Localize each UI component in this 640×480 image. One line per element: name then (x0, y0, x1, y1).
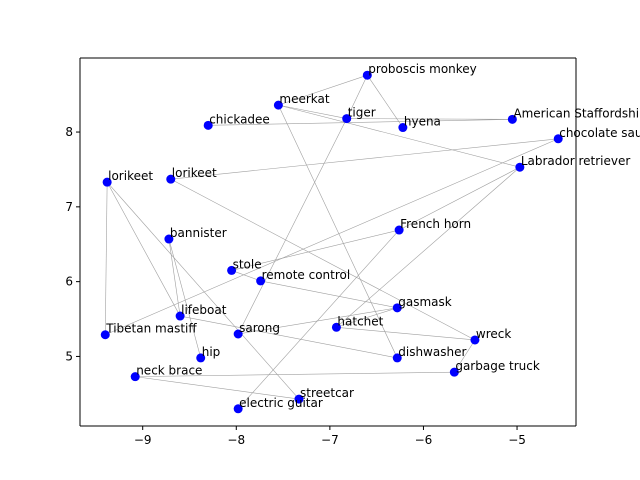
point-label: lifeboat (181, 303, 227, 317)
y-tick-label: 6 (65, 275, 73, 289)
edge-line (105, 138, 559, 336)
edge-line (336, 307, 398, 328)
data-point (507, 114, 517, 124)
data-point (256, 276, 266, 286)
data-point (164, 234, 174, 244)
edge-line (278, 104, 347, 119)
data-point (362, 70, 372, 80)
data-point (331, 322, 341, 332)
data-point (394, 225, 404, 235)
edge-line (168, 238, 181, 317)
edge-line (180, 315, 398, 359)
point-labels-layer: proboscis monkey meerkat tiger chickadee hye… (105, 62, 640, 410)
point-label: stole (233, 257, 262, 271)
point-label: Tibetan mastiff (105, 322, 197, 336)
data-point (203, 120, 213, 130)
edge-line (170, 138, 559, 180)
point-label: gasmask (398, 295, 452, 309)
data-point (102, 177, 112, 187)
edge-line (135, 376, 300, 400)
point-label: remote control (262, 268, 351, 282)
data-point (515, 162, 525, 172)
data-point (449, 367, 459, 377)
edge-line (104, 182, 108, 335)
point-label: lorikeet (172, 166, 217, 180)
data-point (294, 394, 304, 404)
edge-line (260, 280, 398, 309)
data-point (166, 174, 176, 184)
point-label: garbage truck (455, 359, 540, 373)
y-tick-label: 8 (65, 125, 73, 139)
x-tick-label: −8 (227, 433, 245, 447)
point-label: meerkat (279, 92, 329, 106)
edge-line (135, 371, 455, 377)
point-label: chickadee (209, 112, 270, 126)
point-label: electric guitar (239, 396, 323, 410)
point-label: hip (202, 345, 221, 359)
edge-line (278, 74, 368, 106)
edge-line (231, 229, 400, 271)
edge-line (336, 166, 521, 328)
point-label: hatchet (337, 314, 383, 328)
edge-line (398, 166, 520, 231)
y-tick-label: 5 (65, 349, 73, 363)
data-point (196, 353, 206, 363)
edge-line (237, 229, 400, 409)
data-point (342, 114, 352, 124)
edge-line (238, 307, 398, 335)
data-point (175, 311, 185, 321)
point-label: wreck (476, 327, 511, 341)
data-point (233, 329, 243, 339)
data-point (227, 265, 237, 275)
axes-layer (79, 57, 577, 427)
edge-line (106, 181, 300, 400)
data-point (553, 134, 563, 144)
edge-line (346, 75, 368, 119)
data-point (392, 303, 402, 313)
edge-line (346, 118, 513, 120)
point-label: dishwasher (398, 345, 466, 359)
edge-line (336, 326, 475, 341)
point-label: sarong (239, 321, 280, 335)
point-label: neck brace (136, 364, 202, 378)
x-tick-label: −6 (415, 433, 433, 447)
edge-line (237, 118, 347, 335)
data-point (398, 123, 408, 133)
y-tick-label: 7 (65, 200, 73, 214)
point-label: streetcar (300, 386, 354, 400)
data-point (100, 330, 110, 340)
point-label: lorikeet (108, 169, 153, 183)
data-point (470, 335, 480, 345)
point-label: chocolate sauce (559, 126, 640, 140)
x-tick-label: −5 (508, 433, 526, 447)
point-label: tiger (348, 106, 376, 120)
data-point (233, 404, 243, 414)
edge-line (278, 104, 398, 359)
x-tick-label: −9 (134, 433, 152, 447)
edge-line (106, 182, 181, 317)
point-label: bannister (170, 226, 227, 240)
data-point (273, 100, 283, 110)
edge-line (170, 178, 476, 341)
data-point (130, 372, 140, 382)
edges-layer (104, 74, 559, 409)
edge-line (231, 270, 261, 282)
data-point (392, 353, 402, 363)
edge-line (168, 238, 202, 359)
ticks-layer: −9 −8 −7 −6 −5 5 6 7 8 (65, 125, 526, 447)
edge-line (208, 119, 513, 126)
point-label: hyena (404, 115, 441, 129)
point-label: French horn (400, 217, 471, 231)
point-label: proboscis monkey (368, 62, 476, 76)
edge-line (278, 104, 520, 168)
x-tick-label: −7 (321, 433, 339, 447)
points-layer (100, 70, 563, 414)
point-label: American Staffordshire terrier (513, 106, 640, 120)
edge-line (454, 339, 476, 373)
